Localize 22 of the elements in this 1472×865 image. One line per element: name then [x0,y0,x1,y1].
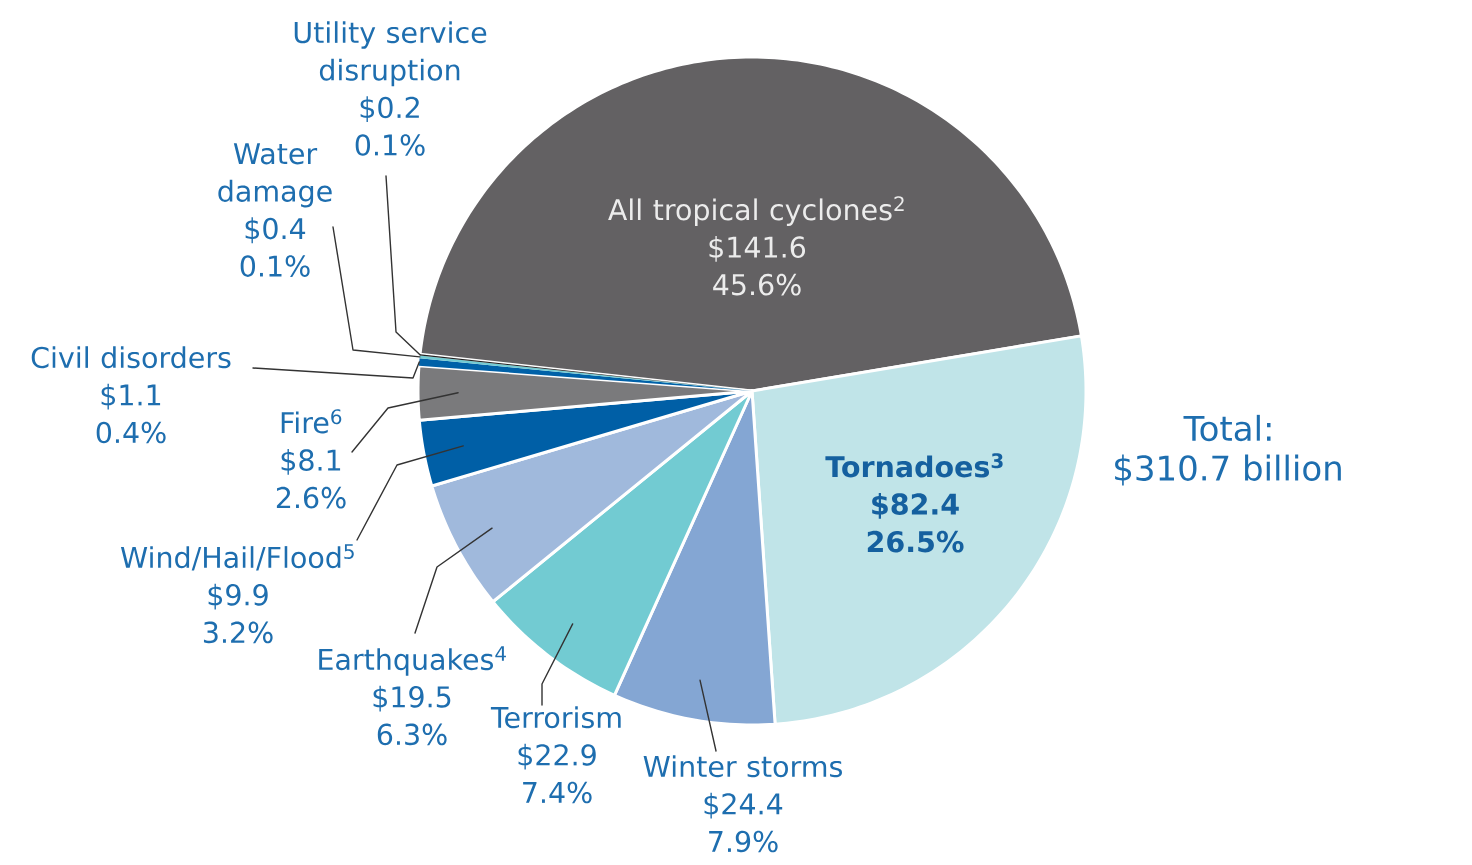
data-label: $9.9 3.2% [203,583,273,644]
data-label: $0.2 0.1% [355,96,425,156]
data-label: $22.9 7.4% [518,743,596,804]
slice-label: Utility service disruption [294,21,487,87]
text: Total: [1183,414,1271,442]
data-label: $141.6 45.6% [709,235,806,296]
slice-label: Water damage [218,143,332,208]
data-label: $24.4 7.9% [704,792,783,853]
slice-label: Civil disorders [31,346,231,369]
slice-label: Winter storms [643,755,842,778]
slice-label: Tornadoes$^{3}$ [825,453,1003,478]
slice-label: Wind/Hail/Flood$^{5}$ [120,544,354,571]
slice-label: Earthquakes$^{4}$ [319,646,506,676]
slice-label: All tropical cyclones$^{2}$ [608,196,904,226]
data-label: $82.4 26.5% [867,492,964,553]
data-label: $1.1 0.4% [96,383,166,444]
slice-label: Terrorism [490,706,621,729]
slice-label: Fire$^{6}$ [281,409,342,434]
data-label: $8.1 2.6% [276,448,346,509]
data-label: $19.5 6.3% [373,685,451,746]
text: $310.7 billion [1115,454,1341,486]
data-label: $0.4 0.1% [240,217,310,277]
